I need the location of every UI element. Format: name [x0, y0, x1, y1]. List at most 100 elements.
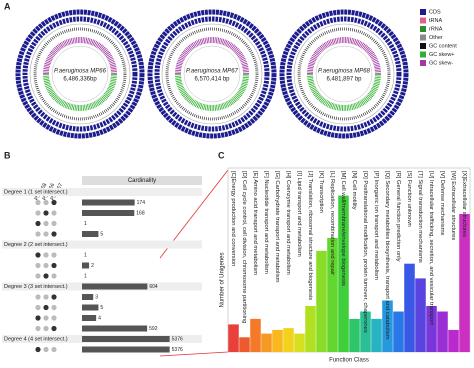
set-dot — [51, 252, 57, 258]
degree-label: Degree 3 (3 set intersect.) — [4, 284, 68, 290]
x-axis-label: Function Class — [329, 358, 369, 364]
cardinality-label: 5376 — [172, 347, 183, 353]
genome-length: 6,481,897 bp — [326, 77, 362, 83]
set-dot — [51, 294, 57, 300]
gc-skew-plus — [43, 73, 117, 111]
cardinality-label: 604 — [149, 284, 158, 290]
cardinality-label: 168 — [136, 210, 145, 216]
set-dot — [51, 210, 57, 216]
category-label: [E] Amino acid transport and metabolism — [252, 171, 258, 275]
set-dot — [43, 252, 49, 258]
legend-label: Other — [429, 35, 443, 41]
legend-label: GC content — [429, 43, 457, 49]
inner-ring — [183, 45, 241, 103]
set-dot — [43, 262, 49, 269]
bar — [371, 318, 382, 352]
bar — [239, 337, 250, 352]
plot-frame — [227, 167, 471, 353]
cardinality-bar — [82, 262, 90, 269]
set-dot — [35, 231, 41, 237]
y-axis-label: Number of Unigenes — [220, 252, 226, 307]
bar — [283, 328, 294, 352]
gc-content-ring — [297, 27, 391, 121]
cardinality-bar — [82, 231, 99, 237]
bar — [382, 300, 393, 352]
bar — [316, 250, 327, 352]
cardinality-label: 5 — [100, 231, 103, 237]
category-label: [D] Cell cycle control, cell division, c… — [241, 171, 247, 323]
category-label: [S] Function unknown — [406, 171, 412, 227]
cds-ring — [147, 9, 277, 139]
category-label: [H] Coenzyme transport and metabolism — [285, 171, 291, 275]
set-dot — [51, 220, 57, 227]
set-dot — [35, 304, 41, 311]
cardinality-label: 5 — [100, 305, 103, 311]
set-dot — [35, 294, 41, 300]
category-label: [J] Translation, ribosomal structure and… — [307, 171, 313, 300]
set-dot — [43, 273, 49, 279]
bar — [448, 329, 459, 352]
legend-swatch — [420, 9, 426, 15]
set-dot — [35, 262, 41, 269]
axis-ring — [161, 23, 263, 125]
set-dot — [51, 231, 57, 237]
bar — [338, 195, 349, 352]
cardinality-label: 1 — [84, 221, 87, 227]
cardinality-label: 3 — [95, 294, 98, 300]
legend-label: GC skew+ — [429, 52, 455, 58]
set-dot — [51, 273, 57, 279]
cds-ring — [22, 16, 138, 132]
degree-band — [2, 240, 202, 249]
set-dot — [51, 262, 57, 269]
column-header — [82, 176, 202, 185]
degree-label: Degree 4 (4 set intersect.) — [4, 336, 68, 342]
axis-ring — [293, 23, 395, 125]
legend-swatch — [420, 51, 426, 58]
degree-band — [2, 188, 202, 196]
category-label: [W] Extracellular structures — [450, 171, 456, 240]
set-dot — [51, 346, 57, 353]
bar — [437, 311, 448, 352]
category-label: [R] General function prediction only — [395, 171, 401, 262]
genome-length: 6,486,336bp — [63, 77, 97, 83]
gc-content-ring — [33, 27, 127, 121]
bar — [415, 278, 426, 352]
inner-ring — [315, 45, 373, 103]
category-label: [N] Cell motility — [351, 171, 357, 210]
bar — [393, 311, 404, 352]
legend-swatch — [420, 43, 426, 49]
gc-content-ring — [165, 27, 259, 121]
bar — [327, 237, 338, 352]
column-title: Cardinality — [128, 178, 156, 184]
legend-swatch — [420, 26, 426, 32]
category-label: [U] Intracellular trafficking, secretion… — [428, 171, 434, 325]
bar — [404, 263, 415, 352]
legend-swatch — [420, 60, 426, 66]
gc-skew-plus — [307, 73, 381, 111]
gc-skew-minus — [307, 37, 381, 75]
category-label: [T] Signal transduction mechanisms — [417, 171, 423, 263]
bar — [272, 329, 283, 352]
cardinality-bar — [82, 336, 170, 342]
legend-label: GC skew- — [429, 60, 453, 66]
set-dot — [51, 325, 57, 332]
category-label: [P] Inorganic ion transport and metaboli… — [373, 171, 379, 280]
category-label: [K] Transcription — [318, 171, 324, 213]
set-dot — [51, 199, 57, 206]
bar — [426, 306, 437, 352]
bar — [305, 306, 316, 352]
set-dot — [43, 210, 49, 216]
cardinality-label: 4 — [98, 315, 101, 321]
set-dot — [35, 315, 41, 321]
gc-skew-plus — [175, 73, 249, 111]
set-dot — [51, 304, 57, 311]
set-dot — [35, 210, 41, 216]
cardinality-bar — [82, 210, 135, 216]
genome-name: P.aeruginosa MP68 — [318, 69, 371, 75]
set-dot — [35, 325, 41, 332]
degree-label: Degree 1 (1 set intersect.) — [4, 189, 68, 195]
degree-label: Degree 2 (2 set intersect.) — [4, 242, 68, 248]
gc-skew-minus — [43, 37, 117, 75]
cds-ring — [286, 16, 402, 132]
